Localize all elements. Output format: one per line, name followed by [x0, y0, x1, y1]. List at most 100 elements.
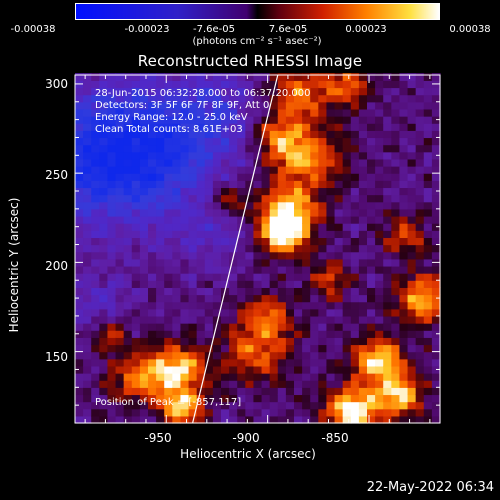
heatmap-cell: [326, 230, 336, 238]
heatmap-cell: [99, 351, 109, 360]
heatmap-cell: [196, 173, 206, 181]
heatmap-cell: [131, 173, 141, 181]
heatmap-cell: [415, 380, 425, 388]
heatmap-cell: [196, 344, 206, 353]
heatmap-cell: [269, 251, 279, 260]
heatmap-cell: [99, 387, 109, 396]
heatmap-cell: [188, 73, 198, 81]
heatmap-cell: [261, 116, 271, 124]
heatmap-cell: [253, 294, 263, 303]
heatmap-cell: [164, 280, 173, 288]
heatmap-cell: [131, 315, 141, 324]
heatmap-cell: [342, 273, 352, 281]
heatmap-cell: [302, 101, 311, 110]
heatmap-cell: [99, 294, 109, 303]
heatmap-cell: [180, 137, 190, 146]
heatmap-cell: [83, 301, 92, 310]
heatmap-cell: [180, 287, 190, 296]
heatmap-cell: [302, 387, 311, 396]
heatmap-cell: [229, 94, 238, 103]
heatmap-cell: [83, 151, 92, 160]
heatmap-cell: [294, 408, 303, 417]
heatmap-cell: [358, 180, 368, 189]
heatmap-cell: [99, 244, 109, 253]
heatmap-cell: [139, 344, 149, 353]
heatmap-cell: [131, 130, 141, 139]
heatmap-cell: [350, 208, 360, 217]
heatmap-cell: [196, 415, 206, 424]
heatmap-cell: [269, 94, 279, 103]
heatmap-cell: [367, 130, 376, 139]
heatmap-cell: [99, 408, 109, 417]
heatmap-cell: [423, 315, 433, 324]
heatmap-cell: [294, 201, 303, 210]
heatmap-cell: [229, 301, 238, 310]
heatmap-cell: [423, 401, 433, 410]
heatmap-cell: [399, 230, 409, 238]
heatmap-cell: [383, 323, 392, 331]
heatmap-cell: [367, 180, 376, 189]
heatmap-cell: [375, 323, 384, 331]
heatmap-cell: [326, 337, 336, 346]
heatmap-cell: [164, 223, 173, 231]
heatmap-cell: [358, 330, 368, 338]
heatmap-cell: [367, 208, 376, 217]
heatmap-cell: [350, 237, 360, 246]
heatmap-cell: [115, 151, 125, 160]
heatmap-cell: [415, 94, 425, 103]
heatmap-cell: [148, 323, 157, 331]
heatmap-cell: [383, 123, 392, 131]
heatmap-cell: [269, 116, 279, 124]
heatmap-cell: [375, 116, 384, 124]
heatmap-cell: [75, 358, 84, 367]
heatmap-cell: [107, 116, 117, 124]
heatmap-cell: [99, 187, 109, 196]
heatmap-cell: [261, 323, 271, 331]
heatmap-cell: [115, 94, 125, 103]
heatmap-cell: [180, 215, 190, 224]
heatmap-cell: [212, 273, 222, 281]
heatmap-cell: [383, 351, 392, 360]
heatmap-cell: [431, 315, 441, 324]
heatmap-cell: [334, 294, 344, 303]
heatmap-cell: [310, 273, 319, 281]
heatmap-cell: [415, 223, 425, 231]
heatmap-cell: [91, 280, 100, 288]
heatmap-cell: [131, 137, 141, 146]
y-tick-label: 300: [45, 77, 68, 91]
heatmap-cell: [164, 137, 173, 146]
heatmap-cell: [334, 337, 344, 346]
heatmap-cell: [204, 166, 214, 174]
heatmap-cell: [83, 116, 92, 124]
heatmap-cell: [172, 387, 182, 396]
heatmap-cell: [277, 187, 287, 196]
heatmap-cell: [212, 137, 222, 146]
heatmap-cell: [277, 365, 287, 374]
heatmap-cell: [156, 401, 165, 410]
heatmap-cell: [148, 208, 157, 217]
heatmap-cell: [139, 201, 149, 210]
heatmap-cell: [253, 201, 263, 210]
heatmap-cell: [326, 415, 336, 424]
heatmap-cell: [131, 323, 141, 331]
heatmap-cell: [131, 94, 141, 103]
heatmap-cell: [415, 180, 425, 189]
heatmap-cell: [431, 408, 441, 417]
heatmap-cell: [245, 287, 255, 296]
heatmap-cell: [139, 408, 149, 417]
heatmap-cell: [245, 137, 255, 146]
heatmap-cell: [253, 244, 263, 253]
heatmap-cell: [91, 208, 100, 217]
heatmap-cell: [383, 344, 392, 353]
heatmap-cell: [196, 258, 206, 267]
heatmap-cell: [131, 108, 141, 117]
heatmap-cell: [91, 158, 100, 167]
heatmap-cell: [212, 116, 222, 124]
heatmap-cell: [423, 215, 433, 224]
heatmap-cell: [180, 301, 190, 310]
heatmap-cell: [415, 123, 425, 131]
heatmap-cell: [294, 301, 303, 310]
heatmap-cell: [91, 308, 100, 317]
heatmap-cell: [342, 373, 352, 381]
heatmap-cell: [423, 301, 433, 310]
